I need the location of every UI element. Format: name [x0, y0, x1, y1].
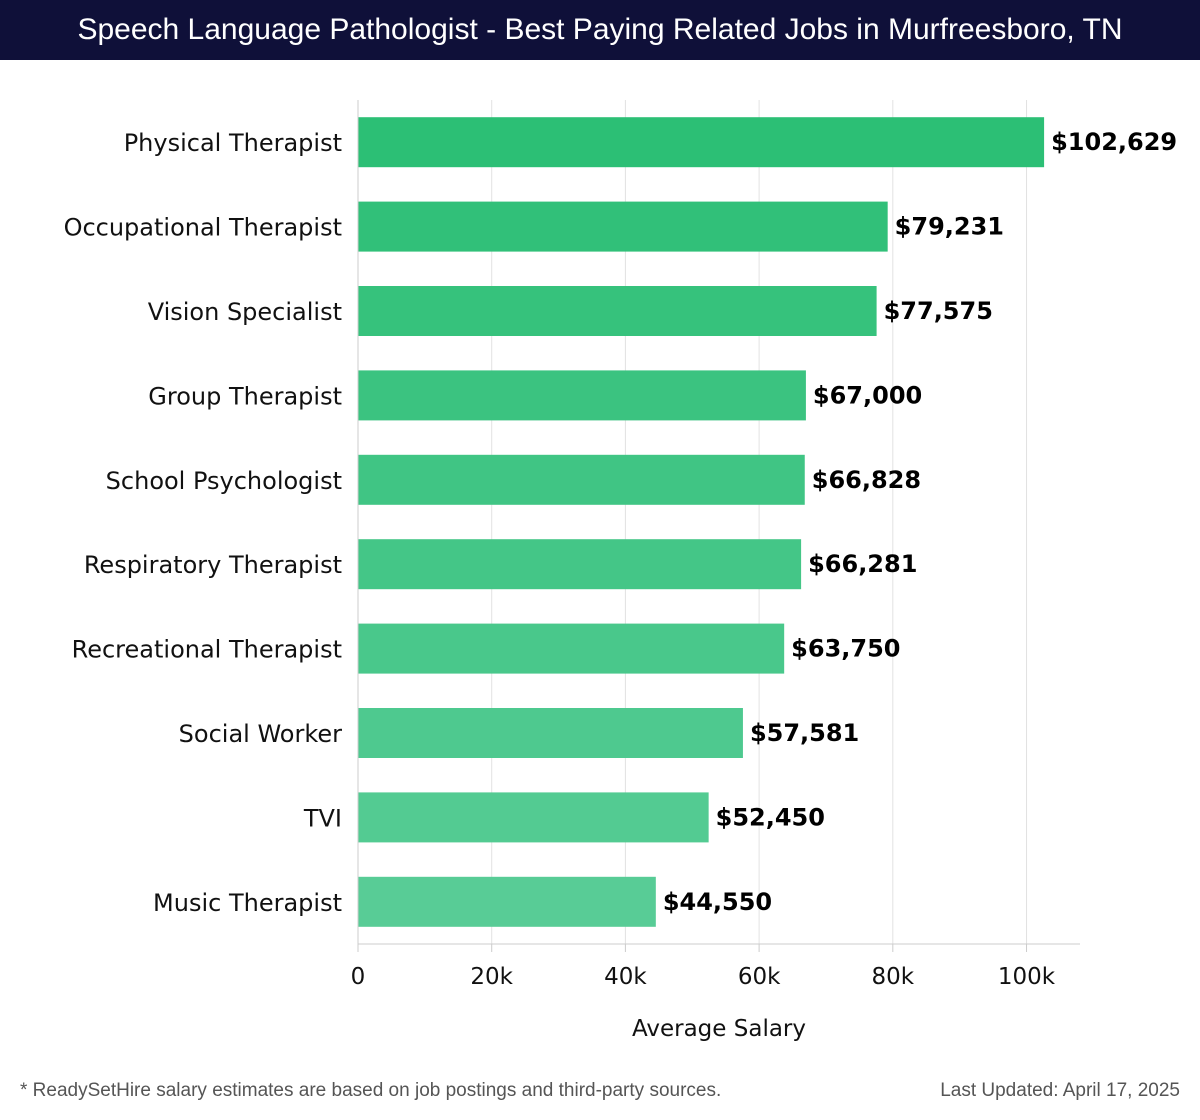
- bar: [358, 539, 802, 590]
- value-label: $52,450: [716, 803, 825, 831]
- category-label: Group Therapist: [148, 382, 342, 410]
- category-label: Vision Specialist: [148, 298, 342, 326]
- value-label: $77,575: [884, 297, 993, 325]
- x-tick-label: 60k: [738, 964, 781, 990]
- bar: [358, 876, 656, 927]
- x-tick-label: 0: [351, 964, 366, 990]
- value-label: $66,281: [808, 550, 917, 578]
- category-label: School Psychologist: [106, 467, 342, 495]
- value-label: $44,550: [663, 888, 772, 916]
- category-label: Occupational Therapist: [64, 214, 342, 242]
- last-updated: Last Updated: April 17, 2025: [940, 1080, 1180, 1101]
- category-label: Physical Therapist: [124, 129, 342, 157]
- value-label: $63,750: [791, 635, 900, 663]
- category-label: TVI: [303, 804, 342, 832]
- bar-chart: Physical Therapist $102,629 Occupational T…: [64, 100, 1177, 1042]
- value-label: $57,581: [750, 719, 859, 747]
- bars: Physical Therapist $102,629 Occupational T…: [64, 117, 1177, 927]
- footer-note: * ReadySetHire salary estimates are base…: [20, 1080, 722, 1101]
- category-label: Recreational Therapist: [72, 636, 342, 664]
- x-tick-label: 80k: [872, 964, 915, 990]
- bar: [358, 286, 877, 336]
- bar: [358, 792, 709, 843]
- category-label: Respiratory Therapist: [84, 551, 342, 579]
- bar: [358, 370, 806, 421]
- value-label: $79,231: [895, 213, 1004, 241]
- x-tick-label: 100k: [998, 964, 1056, 990]
- x-tick-label: 20k: [470, 964, 513, 990]
- bar: [358, 623, 785, 674]
- bar: [358, 117, 1045, 168]
- value-label: $67,000: [813, 381, 922, 409]
- chart-title: Speech Language Pathologist - Best Payin…: [0, 0, 1200, 60]
- x-axis-title: Average Salary: [632, 1016, 806, 1042]
- bar: [358, 454, 805, 505]
- x-tick-label: 40k: [604, 964, 647, 990]
- bar: [358, 201, 888, 252]
- category-label: Music Therapist: [153, 889, 342, 917]
- x-axis: 0 20k 40k 60k 80k 100k: [351, 100, 1080, 990]
- value-label: $66,828: [812, 466, 921, 494]
- bar: [358, 708, 743, 758]
- category-label: Social Worker: [179, 720, 342, 748]
- value-label: $102,629: [1051, 128, 1177, 156]
